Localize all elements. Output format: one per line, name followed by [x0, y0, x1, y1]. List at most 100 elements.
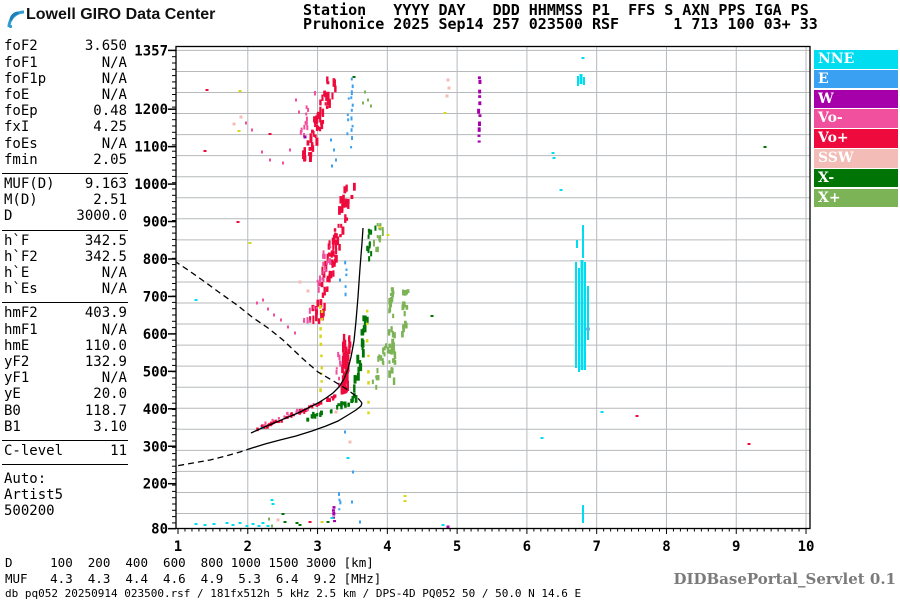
x-axis: 1 2 3 4 5 6 7 8 9 10 — [174, 528, 815, 555]
param-label: M(D) — [4, 192, 38, 209]
param-label: B1 — [4, 418, 21, 435]
profile-topside-extrapolated — [175, 261, 363, 404]
param-row-hf: h`F 342.5 — [4, 233, 127, 249]
param-value: 118.7 — [84, 402, 127, 419]
x-tick-label: 10 — [798, 539, 815, 555]
y-tick-label: 900 — [143, 215, 168, 231]
x-tick-label: 4 — [383, 539, 391, 555]
x-tick-label: 7 — [592, 539, 600, 555]
param-value: 110.0 — [84, 337, 127, 354]
param-label: foF1 — [4, 54, 38, 71]
param-value: 342.5 — [84, 248, 127, 265]
legend-item-label: Vo- — [818, 110, 843, 127]
param-row-yf2: yF2 132.9 — [4, 354, 127, 370]
legend-item-e: E — [814, 69, 898, 89]
echo-scatter-layer — [194, 57, 767, 529]
y-tick-label: 300 — [143, 439, 168, 455]
panel-divider — [2, 464, 128, 466]
param-value: N/A — [101, 321, 127, 338]
param-label: foF1p — [4, 70, 47, 87]
y-tick-label: 200 — [143, 477, 168, 493]
legend-item-label: SSW — [818, 150, 854, 166]
x-tick-label: 9 — [732, 539, 740, 555]
param-value: 132.9 — [84, 353, 127, 370]
param-row-b0: B0 118.7 — [4, 403, 127, 419]
legend-item-vo: Vo+ — [814, 129, 898, 148]
legend-item-label: Vo+ — [818, 130, 849, 147]
param-value: N/A — [101, 370, 127, 387]
trace-and-profile-curves — [175, 227, 364, 467]
param-row-d: D 3000.0 — [4, 208, 127, 224]
param-label: foEs — [4, 135, 38, 152]
legend-item-ssw: SSW — [814, 149, 898, 168]
legend-item-x: X+ — [814, 188, 898, 208]
param-value: 11 — [110, 442, 127, 459]
y-tick-label: 1357 — [134, 43, 168, 59]
legend-item-w: W — [814, 89, 898, 109]
auto-line: Artist5 — [4, 487, 64, 503]
param-value: N/A — [101, 281, 127, 298]
plot-frame — [175, 45, 811, 530]
param-label: h`Es — [4, 281, 38, 298]
legend-item-label: E — [818, 70, 829, 87]
x-tick-label: 5 — [453, 539, 461, 555]
param-label: C-level — [4, 442, 64, 459]
y-tick-label: 500 — [143, 364, 168, 380]
param-label: fxI — [4, 119, 30, 136]
param-value: 342.5 — [84, 232, 127, 249]
param-label: yF2 — [4, 353, 30, 370]
y-tick-label: 800 — [143, 252, 168, 268]
fitted-o-trace — [250, 227, 364, 434]
param-row-clevel: C-level 11 — [4, 443, 127, 459]
x-tick-label: 1 — [174, 539, 182, 555]
param-row-hes: h`Es N/A — [4, 281, 127, 297]
profile-bottomside — [251, 402, 363, 449]
y-tick-label: 80 — [151, 522, 168, 538]
param-label: yF1 — [4, 370, 30, 387]
param-row-he: h`E N/A — [4, 265, 127, 281]
param-value: N/A — [101, 86, 127, 103]
param-label: fmin — [4, 151, 38, 168]
param-row-foes: foEs N/A — [4, 136, 127, 152]
legend-item-x: X- — [814, 168, 898, 188]
auto-line: 500200 — [4, 503, 55, 519]
x-tick-label: 2 — [244, 539, 252, 555]
param-value: 3000.0 — [76, 208, 127, 225]
param-row-fof1p: foF1p N/A — [4, 71, 127, 87]
panel-divider — [2, 172, 128, 174]
distance-row: D 100 200 400 600 800 1000 1500 3000 [km… — [5, 555, 374, 570]
param-value: 20.0 — [93, 386, 127, 403]
param-label: h`E — [4, 264, 30, 281]
param-row-md: M(D) 2.51 — [4, 192, 127, 208]
legend-item-label: X- — [818, 169, 835, 186]
param-row-hme: hmE 110.0 — [4, 338, 127, 354]
station-header: Station YYYY DAY DDD HHMMSS P1 FFS S AXN… — [303, 1, 818, 32]
param-row-hf2: h`F2 342.5 — [4, 249, 127, 265]
param-label: D — [4, 208, 13, 225]
param-label: foF2 — [4, 38, 38, 55]
param-value: 4.25 — [93, 119, 127, 136]
param-value: 2.51 — [93, 192, 127, 209]
param-label: h`F — [4, 232, 30, 249]
param-value: N/A — [101, 135, 127, 152]
param-value: N/A — [101, 54, 127, 71]
param-value: N/A — [101, 264, 127, 281]
param-row-foe: foE N/A — [4, 87, 127, 103]
y-tick-label: 600 — [143, 327, 168, 343]
param-label: hmF2 — [4, 305, 38, 322]
param-row-yf1: yF1 N/A — [4, 370, 127, 386]
y-tick-label: 1100 — [134, 140, 168, 156]
panel-divider — [2, 439, 128, 441]
legend-item-vo: Vo- — [814, 109, 898, 128]
param-value: N/A — [101, 70, 127, 87]
station-header-labels: Station YYYY DAY DDD HHMMSS P1 FFS S AXN… — [303, 1, 809, 19]
legend-item-nne: NNE — [814, 50, 898, 69]
param-value: 2.05 — [93, 151, 127, 168]
panel-divider — [2, 229, 128, 231]
param-value: 403.9 — [84, 305, 127, 322]
param-label: hmE — [4, 337, 30, 354]
param-value: 0.48 — [93, 103, 127, 120]
source-file-line: db pq052 20250914 023500.rsf / 181fx512h… — [5, 587, 582, 600]
